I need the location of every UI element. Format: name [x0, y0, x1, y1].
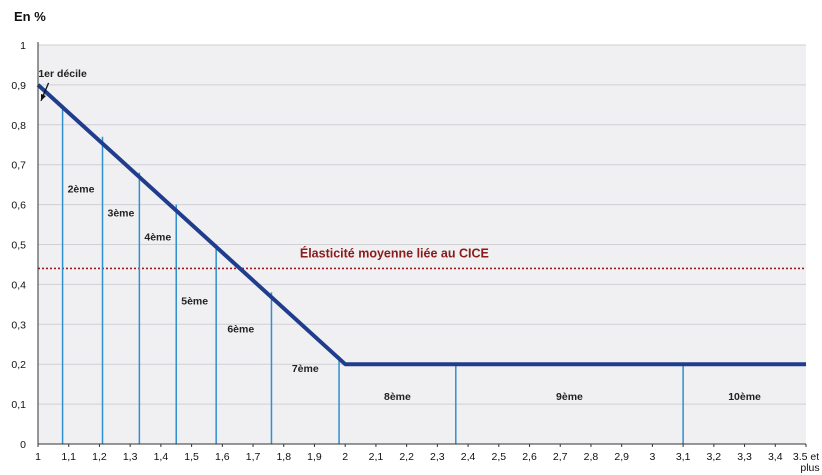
- y-tick-label: 0: [20, 439, 26, 451]
- grid-lines: [38, 44, 806, 405]
- x-tick-label: 2,4: [461, 451, 476, 463]
- y-tick-label: 1: [20, 40, 26, 52]
- x-tick-label: 3,4: [768, 451, 783, 463]
- decile-label: 9ème: [556, 391, 583, 403]
- y-tick-label: 0,4: [11, 279, 26, 291]
- decile-label: 10ème: [728, 391, 761, 403]
- y-tick-label: 0,3: [11, 319, 26, 331]
- decile-label: 3ème: [108, 208, 135, 220]
- decile-label: 8ème: [384, 391, 411, 403]
- x-tick-label: 3,1: [676, 451, 691, 463]
- decile-lines: [61, 104, 684, 444]
- y-unit-label: En %: [14, 9, 46, 24]
- x-tick-label: 2,1: [369, 451, 384, 463]
- arrow-head: [40, 93, 47, 101]
- x-tick-label: 2: [342, 451, 348, 463]
- reference-line-group: Élasticité moyenne liée au CICE: [38, 245, 806, 270]
- series-line: [36, 83, 806, 367]
- decile-label: 1er décile: [38, 68, 87, 80]
- decile-label: 7ème: [292, 363, 319, 375]
- decile-label: 5ème: [181, 295, 208, 307]
- x-tick-label: 3,3: [737, 451, 752, 463]
- series-group: [36, 83, 806, 367]
- x-tick-label: 1,9: [307, 451, 322, 463]
- decile-label: 4ème: [144, 232, 171, 244]
- x-tick-label: 1,4: [154, 451, 169, 463]
- x-tick-label: 2,7: [553, 451, 568, 463]
- x-tick-label: 1,1: [61, 451, 76, 463]
- y-tick-label: 0,7: [11, 160, 26, 172]
- decile-label: 6ème: [227, 323, 254, 335]
- x-tick-label: 2,6: [522, 451, 537, 463]
- y-tick-labels: 0 0,1 0,2 0,3 0,4 0,5 0,6 0,7 0,8 0,9 1: [11, 40, 26, 451]
- x-tick-label: 1,6: [215, 451, 230, 463]
- x-tick-label: 1,3: [123, 451, 138, 463]
- x-tick-label: 2,2: [399, 451, 414, 463]
- x-tick-label: 2,8: [584, 451, 599, 463]
- x-tick-label: 2,5: [491, 451, 506, 463]
- y-tick-label: 0,9: [11, 80, 26, 92]
- x-tick-label: 3.5 et: [793, 451, 819, 463]
- y-tick-label: 0,1: [11, 399, 26, 411]
- x-tick-label: 2,9: [614, 451, 629, 463]
- axes: [37, 42, 807, 447]
- x-tick-label: 1,7: [246, 451, 261, 463]
- x-tick-label: 2,3: [430, 451, 445, 463]
- x-tick-label: 3,2: [707, 451, 722, 463]
- x-tick-label: 3: [649, 451, 655, 463]
- reference-line-label: Élasticité moyenne liée au CICE: [300, 245, 489, 260]
- y-tick-label: 0,5: [11, 240, 26, 252]
- x-tick-label: 1,5: [184, 451, 199, 463]
- x-tick-label: 1,8: [276, 451, 291, 463]
- x-tick-labels: 1 1,1 1,2 1,3 1,4 1,5 1,6 1,7 1,8 1,9 2 2,1 2,2 2,3 2,…: [35, 451, 820, 474]
- y-tick-label: 0,2: [11, 359, 26, 371]
- y-tick-label: 0,8: [11, 120, 26, 132]
- y-tick-label: 0,6: [11, 200, 26, 212]
- x-tick-label: 1: [35, 451, 41, 463]
- decile-labels: 1er décile 2ème 3ème 4ème 5ème 6ème 7ème 8ème 9è…: [38, 68, 761, 403]
- decile-label: 2ème: [68, 184, 95, 196]
- x-tick-label: 1,2: [92, 451, 107, 463]
- x-tick-label-cont: plus: [800, 462, 819, 474]
